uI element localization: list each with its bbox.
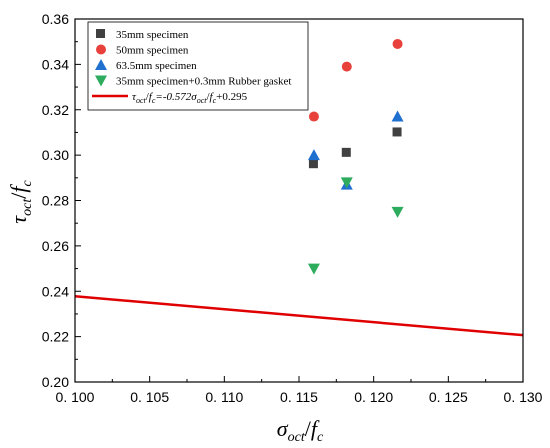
x-tick-label: 0. 105 (130, 389, 169, 405)
y-axis-title: τoct/fc (6, 179, 35, 223)
data-point (308, 159, 318, 169)
y-tick-label: 0.26 (42, 238, 69, 254)
legend-marker (95, 75, 107, 87)
y-tick-label: 0.22 (42, 329, 69, 345)
y-tick-label: 0.32 (42, 102, 69, 118)
x-tick-label: 0. 100 (56, 389, 95, 405)
legend-label: 63.5mm specimen (116, 60, 197, 72)
tick-labels: 0. 100 0. 105 0. 110 0. 115 0. 120 0. 125 0. 1… (42, 11, 543, 405)
legend-label: 50mm specimen (116, 45, 189, 57)
data-point (340, 177, 353, 189)
legend-label: 35mm specimen+0.3mm Rubber gasket (116, 76, 291, 88)
legend-marker (95, 59, 107, 70)
plot-frame (74, 18, 524, 383)
legend-marker (96, 29, 105, 38)
y-tick-label: 0.24 (42, 283, 69, 299)
data-point (307, 149, 320, 161)
data-point (341, 61, 352, 72)
legend-marker (96, 44, 106, 55)
data-point (392, 127, 402, 137)
x-tick-label: 0. 130 (504, 389, 543, 405)
data-points (307, 38, 404, 275)
legend-line-label: τoct/fc=-0.572σoct/fc+0.295 (132, 91, 248, 105)
y-tick-label: 0.30 (42, 147, 69, 163)
data-point (392, 38, 403, 49)
data-point (391, 206, 404, 218)
legend-entries: 35mm specimen 50mm specimen 63.5mm specime… (95, 29, 291, 88)
x-tick-label: 0. 125 (429, 389, 468, 405)
data-point (341, 147, 351, 157)
x-tick-label: 0. 110 (205, 389, 243, 405)
data-point (308, 111, 319, 122)
x-tick-label: 0. 115 (280, 389, 318, 405)
y-tick-label: 0.36 (42, 11, 69, 27)
data-point (307, 263, 320, 275)
x-tick-label: 0. 120 (354, 389, 393, 405)
fit-line (74, 294, 524, 337)
y-tick-label: 0.20 (42, 374, 69, 390)
fit-line-layer (74, 294, 524, 337)
data-point (391, 110, 404, 122)
legend-label: 35mm specimen (116, 29, 189, 41)
y-tick-label: 0.28 (42, 193, 69, 209)
y-tick-label: 0.34 (42, 56, 69, 72)
x-axis-title: σoct/fc (277, 416, 324, 445)
legend: 35mm specimen 50mm specimen 63.5mm specime… (87, 21, 309, 111)
